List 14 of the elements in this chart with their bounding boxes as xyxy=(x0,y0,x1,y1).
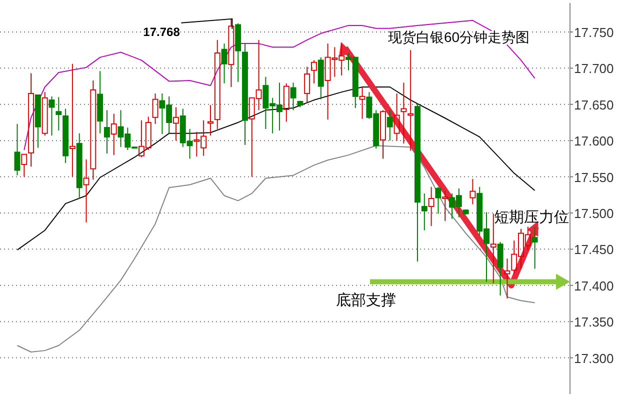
text: 现货白银60分钟走势图 xyxy=(388,29,530,45)
y-tick-label: 17.500 xyxy=(574,206,614,221)
y-tick-label: 17.600 xyxy=(574,134,614,149)
annotation: 短期压力位 xyxy=(494,209,569,226)
y-tick-label: 17.400 xyxy=(574,278,614,294)
y-tick-label: 17.650 xyxy=(574,97,614,112)
y-tick-label: 17.300 xyxy=(574,350,614,366)
annotation: 底部支撑 xyxy=(336,292,396,309)
y-tick-label: 17.700 xyxy=(574,61,614,76)
y-tick-label: 17.550 xyxy=(574,170,614,185)
annotation: 17.768 xyxy=(143,24,180,39)
y-tick-label: 17.350 xyxy=(574,314,614,330)
y-tick-label: 17.750 xyxy=(574,24,614,40)
y-tick-label: 17.450 xyxy=(574,242,614,258)
